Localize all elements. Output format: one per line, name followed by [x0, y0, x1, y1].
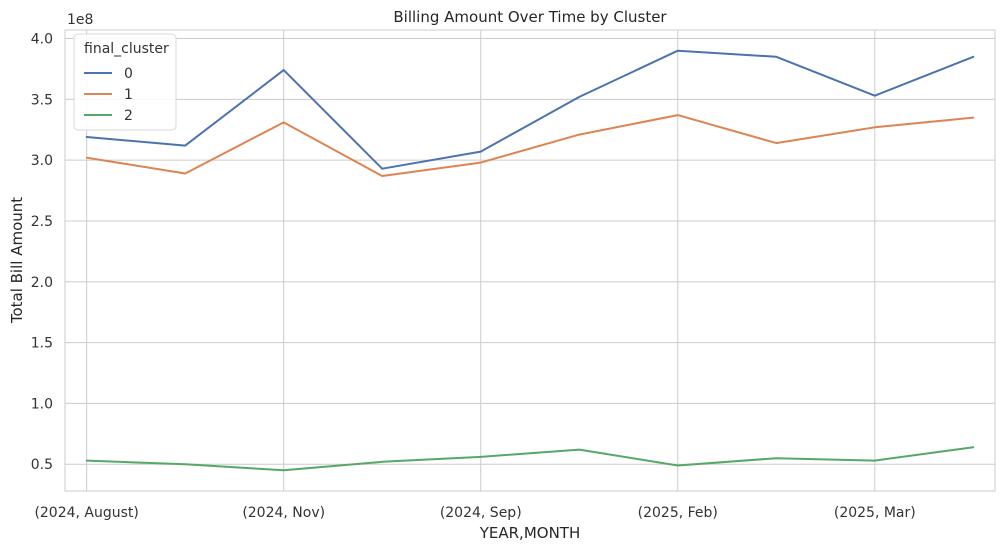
legend: final_cluster 0 1 2	[73, 33, 177, 131]
legend-items: 0 1 2	[84, 66, 133, 124]
y-tick-label: 3.0	[31, 153, 53, 169]
chart-title: Billing Amount Over Time by Cluster	[393, 8, 667, 26]
x-tick-label: (2024, Sep)	[440, 505, 522, 521]
y-tick-label: 2.0	[31, 275, 53, 291]
y-tick-label: 3.5	[31, 92, 53, 108]
y-axis-label: Total Bill Amount	[8, 197, 26, 324]
series-line-2	[85, 446, 975, 472]
x-tick-label: (2024, August)	[34, 505, 138, 521]
legend-title: final_cluster	[84, 41, 169, 57]
legend-label-2: 2	[124, 108, 133, 124]
y-tick-label: 2.5	[31, 214, 53, 230]
tick-labels: 0.5 1.0 1.5 2.0 2.5 3.0 3.5 4.0 (2024, August) (2…	[31, 32, 916, 521]
plot-area	[64, 29, 996, 492]
x-tick-label: (2024, Nov)	[242, 505, 325, 521]
y-tick-label: 1.0	[31, 396, 53, 412]
x-tick-label: (2025, Feb)	[638, 505, 718, 521]
x-tick-label: (2025, Mar)	[834, 505, 916, 521]
y-tick-label: 0.5	[31, 457, 53, 473]
series-line-1	[85, 114, 975, 177]
series-lines	[85, 49, 975, 472]
grid	[65, 30, 995, 491]
legend-box	[73, 33, 177, 131]
x-axis-label: YEAR,MONTH	[479, 524, 581, 542]
y-tick-label: 1.5	[31, 336, 53, 352]
y-tick-label: 4.0	[31, 32, 53, 48]
y-scale-label: 1e8	[67, 12, 93, 28]
legend-label-1: 1	[124, 87, 133, 103]
legend-label-0: 0	[124, 66, 133, 82]
series-line-0	[85, 49, 975, 170]
